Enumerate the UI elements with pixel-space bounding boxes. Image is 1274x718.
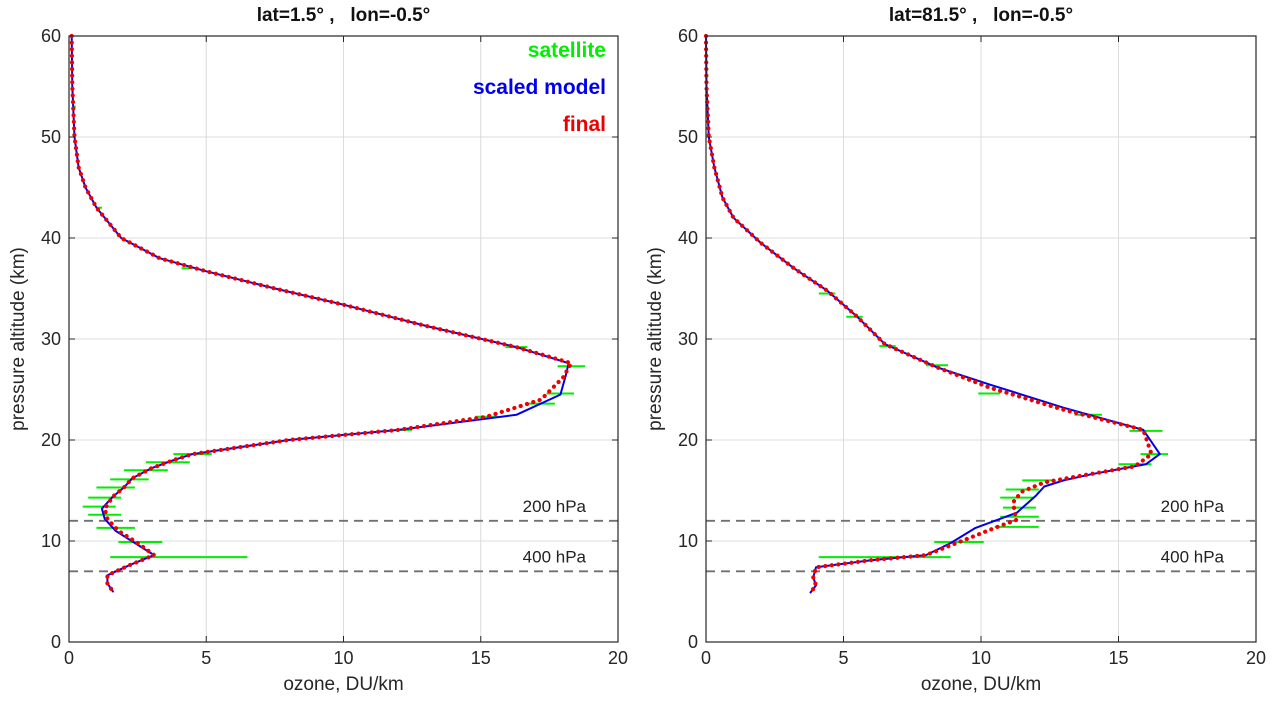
- chart-title: lat=81.5° , lon=-0.5°: [889, 5, 1073, 26]
- y-tick-label: 10: [41, 531, 61, 551]
- series-scaled-model: [705, 35, 1161, 594]
- series-line: [69, 33, 574, 594]
- reference-line-label: 200 hPa: [1161, 497, 1225, 516]
- y-tick-label: 50: [678, 127, 698, 147]
- series-final: [69, 33, 574, 594]
- x-tick-label: 20: [1246, 648, 1266, 668]
- x-tick-label: 10: [971, 648, 991, 668]
- x-tick-label: 5: [838, 648, 848, 668]
- x-tick-label: 5: [201, 648, 211, 668]
- x-tick-label: 15: [1108, 648, 1128, 668]
- x-axis-label: ozone, DU/km: [283, 674, 403, 695]
- legend-entry: final: [563, 113, 606, 136]
- x-tick-label: 20: [608, 648, 628, 668]
- legend-entry: satellite: [528, 39, 606, 62]
- y-tick-label: 40: [41, 228, 61, 248]
- series-satellite: [818, 292, 1168, 559]
- legend-entry: scaled model: [473, 76, 606, 99]
- x-tick-label: 10: [333, 648, 353, 668]
- series-final: [703, 33, 1154, 595]
- y-tick-label: 0: [688, 632, 698, 652]
- reference-line-label: 400 hPa: [1161, 547, 1225, 566]
- y-tick-label: 20: [41, 430, 61, 450]
- right-panel: 200 hPa 400 hPa 0 5 10 15 20 0 10 20 30 40 50 60 lat=8…: [645, 5, 1266, 695]
- y-tick-label: 10: [678, 531, 698, 551]
- chart-title: lat=1.5° , lon=-0.5°: [257, 5, 431, 26]
- y-tick-label: 40: [678, 228, 698, 248]
- series-line: [703, 33, 1154, 595]
- series-line: [705, 35, 1161, 594]
- series-satellite: [73, 105, 586, 559]
- left-panel: 200 hPa 400 hPa 0 5 10 15 20 0 10 20 30 40 50 60 lat=1…: [8, 5, 628, 695]
- y-tick-label: 60: [678, 26, 698, 46]
- x-tick-label: 0: [701, 648, 711, 668]
- y-tick-label: 20: [678, 430, 698, 450]
- series-line: [70, 35, 570, 593]
- y-tick-label: 60: [41, 26, 61, 46]
- reference-line-label: 200 hPa: [523, 497, 587, 516]
- x-tick-label: 0: [64, 648, 74, 668]
- y-tick-label: 0: [51, 632, 61, 652]
- y-tick-label: 30: [41, 329, 61, 349]
- x-axis-label: ozone, DU/km: [921, 674, 1041, 695]
- y-axis-label: pressure altitude (km): [645, 247, 666, 431]
- y-tick-label: 50: [41, 127, 61, 147]
- x-tick-label: 15: [471, 648, 491, 668]
- reference-line-label: 400 hPa: [523, 547, 587, 566]
- series-scaled-model: [70, 35, 570, 593]
- y-tick-label: 30: [678, 329, 698, 349]
- y-axis-label: pressure altitude (km): [8, 247, 29, 431]
